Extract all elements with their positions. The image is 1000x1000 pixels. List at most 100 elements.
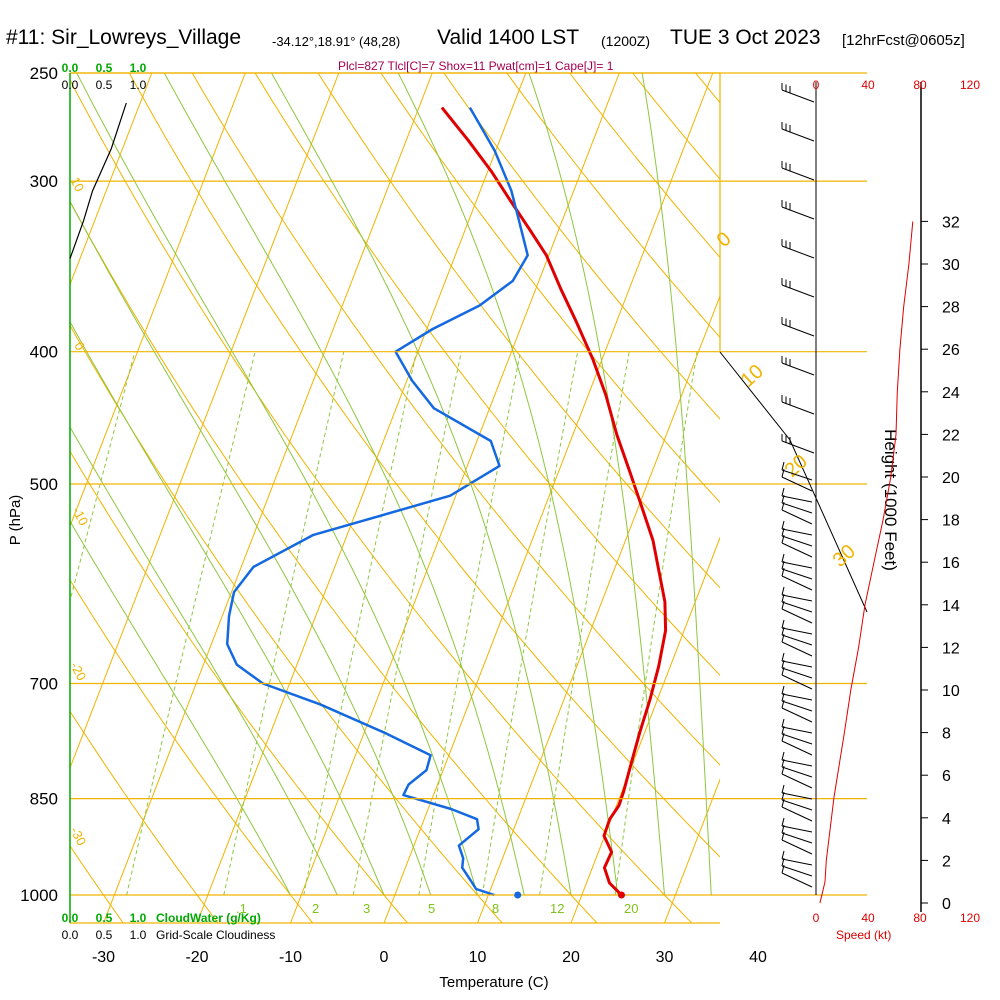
surface-temperature-marker (617, 891, 625, 899)
height-tick-label: 26 (942, 342, 960, 359)
dry-adiabat-line (191, 73, 720, 766)
height-tick-label: 30 (942, 257, 960, 274)
wind-barb (781, 83, 815, 103)
wind-barb (781, 725, 813, 745)
mixing-ratio-label: 5 (428, 901, 435, 916)
moist-adiabat-line (528, 73, 665, 896)
wind-barb (781, 765, 813, 789)
wind-barb (781, 864, 813, 888)
height-tick-label: 14 (942, 598, 960, 615)
isotherm-line (290, 73, 620, 923)
wind-barb (781, 468, 813, 492)
mixing-ratio-label: 2 (312, 901, 319, 916)
dry-adiabat-line (128, 73, 720, 858)
dry-adiabat-line (695, 73, 720, 104)
wind-barb (781, 520, 813, 536)
wind-barb (781, 494, 813, 514)
wind-barb (781, 395, 815, 415)
wind-barb (781, 567, 813, 591)
wind-barb (781, 553, 813, 569)
forecast-date: TUE 3 Oct 2023 (670, 26, 821, 49)
moist-adiabat-line (70, 200, 432, 896)
dry-adiabat-line (70, 450, 409, 923)
cloud-water-scale-bottom: 1.0 (130, 911, 147, 925)
wind-barb (781, 685, 813, 701)
height-tick-label: 6 (942, 768, 951, 785)
dry-adiabat-line (254, 73, 720, 677)
wind-barb (781, 817, 813, 833)
height-tick-label: 2 (942, 853, 951, 870)
pressure-tick-label: 500 (30, 475, 58, 494)
temperature-tick-label: 30 (656, 949, 674, 966)
wind-speed-tick-bottom: 40 (861, 911, 875, 925)
isotherm-line (477, 294, 720, 923)
wind-barb (781, 461, 813, 481)
isotherm-line (570, 536, 720, 923)
wind-barb (781, 527, 813, 547)
wind-speed-tick-top: 120 (960, 78, 980, 92)
wind-speed-tick-top: 80 (913, 78, 927, 92)
isotherm-label: 10 (737, 360, 768, 391)
height-tick-label: 8 (942, 726, 951, 743)
height-tick-label: 10 (942, 683, 960, 700)
isotherm-line (70, 73, 246, 528)
moist-adiabat-line (271, 73, 572, 896)
height-tick-label: 28 (942, 300, 960, 317)
cloud-water-scale-top: 0.0 (62, 61, 79, 75)
height-tick-label: 20 (942, 470, 960, 487)
isotherm-label: -10 (69, 504, 91, 528)
wind-barb (781, 619, 813, 635)
dry-adiabat-line (569, 73, 720, 259)
wind-barb (781, 560, 813, 580)
cloudiness-scale-bottom: 0.0 (62, 928, 79, 942)
temperature-tick-label: 20 (562, 949, 580, 966)
moist-adiabat-line (70, 426, 338, 896)
moist-adiabat-line (163, 73, 525, 896)
isotherm-line (70, 73, 340, 770)
wind-barb (781, 666, 813, 690)
wind-barb (781, 692, 813, 712)
wind-barb (781, 434, 815, 454)
dry-adiabat-line (884, 73, 1000, 924)
moist-adiabat-line (70, 320, 385, 896)
isotherm-line (70, 73, 153, 286)
dry-adiabat-line (443, 73, 720, 420)
wind-barb (781, 534, 813, 558)
mixing-ratio-line (418, 351, 521, 896)
mixing-ratio-label: 12 (550, 901, 564, 916)
cloudiness-scale-top: 0.0 (62, 78, 79, 92)
mixing-ratio-label: .1 (236, 901, 247, 916)
isotherm-line (103, 73, 433, 923)
valid-time: Valid 1400 LST (437, 26, 580, 49)
wind-barb (781, 278, 815, 298)
wind-barb (781, 239, 815, 259)
isotherm-label: 10 (67, 174, 87, 194)
isotherm-line (196, 73, 527, 923)
isotherm-label: 0 (713, 228, 736, 252)
wind-barb (781, 593, 813, 613)
dry-adiabat-line (317, 73, 720, 589)
dry-adiabat-line (70, 710, 219, 923)
mixing-ratio-line (70, 351, 136, 603)
temperature-tick-label: 40 (749, 949, 767, 966)
wind-speed-axis-title: Speed (kt) (836, 928, 891, 942)
moist-adiabat-line (641, 73, 712, 896)
isotherm-line (383, 73, 714, 923)
height-tick-label: 16 (942, 555, 960, 572)
wind-barb (781, 798, 813, 822)
cloudiness-scale-bottom: 0.5 (96, 928, 113, 942)
cloud-water-scale-bottom: 0.0 (62, 911, 79, 925)
pressure-tick-label: 400 (30, 343, 58, 362)
pressure-tick-label: 250 (30, 64, 58, 83)
temperature-tick-label: -30 (92, 949, 115, 966)
temperature-profile-line (440, 106, 668, 897)
wind-barb (781, 831, 813, 855)
isotherm-label: 30 (829, 540, 860, 571)
mixing-ratio-line (614, 351, 698, 896)
height-tick-label: 18 (942, 513, 960, 530)
wind-barb (781, 824, 813, 844)
dry-adiabat-line (70, 324, 503, 923)
mixing-ratio-label: 20 (624, 901, 638, 916)
wind-speed-tick-bottom: 0 (813, 911, 820, 925)
moist-adiabat-line (397, 73, 619, 896)
